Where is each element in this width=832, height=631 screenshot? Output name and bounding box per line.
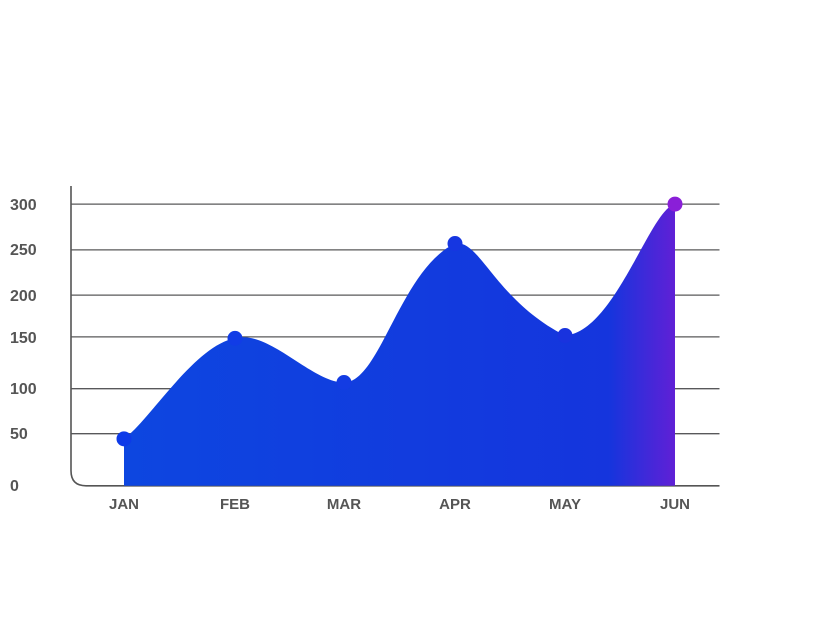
svg-text:50: 50 [10, 426, 28, 443]
svg-text:250: 250 [10, 242, 37, 259]
svg-text:MAR: MAR [327, 496, 361, 513]
svg-text:JAN: JAN [109, 496, 139, 513]
svg-text:FEB: FEB [220, 496, 250, 513]
svg-text:APR: APR [439, 496, 471, 513]
svg-text:200: 200 [10, 288, 37, 305]
svg-text:100: 100 [10, 381, 37, 398]
svg-text:MAY: MAY [549, 496, 581, 513]
svg-text:150: 150 [10, 330, 37, 347]
svg-text:300: 300 [10, 197, 37, 214]
svg-text:JUN: JUN [660, 496, 690, 513]
svg-text:0: 0 [10, 478, 19, 495]
